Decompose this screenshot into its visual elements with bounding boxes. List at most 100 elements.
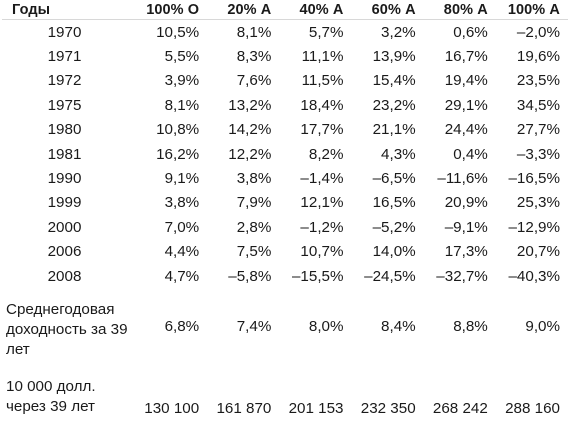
table-cell: 8,2% <box>308 145 344 163</box>
table-cell: 4,7% <box>164 267 200 285</box>
table-cell: 14,2% <box>228 121 272 139</box>
table-cell: 4,4% <box>164 243 200 261</box>
table-cell: 27,7% <box>516 121 560 139</box>
table-cell: 23,5% <box>516 72 560 90</box>
table-cell: 4,3% <box>381 145 416 163</box>
table-cell: 10,5% <box>156 23 200 41</box>
table-cell: 10,8% <box>156 121 200 139</box>
table-cell: –11,6% <box>437 170 488 188</box>
table-cell: 8,0% <box>308 318 344 336</box>
table-cell: 8,8% <box>453 318 488 336</box>
header-stocks-60: 60% А <box>351 0 424 20</box>
growth-row: 10 000 долл. через 39 лет 130 100 161 87… <box>2 365 568 423</box>
table-cell: 7,4% <box>236 318 272 336</box>
table-cell: 20,7% <box>516 243 560 261</box>
year-cell: 1972 <box>47 72 82 90</box>
header-years: Годы <box>2 0 136 20</box>
table-cell: –12,9% <box>508 218 560 236</box>
table-cell: 19,4% <box>444 72 488 90</box>
table-cell: 18,4% <box>300 96 344 114</box>
table-cell: 2,8% <box>236 218 272 236</box>
table-row: 1970 10,5% 8,1% 5,7% 3,2% 0,6% –2,0% <box>2 20 568 45</box>
table-row: 2006 4,4% 7,5% 10,7% 14,0% 17,3% 20,7% <box>2 240 568 264</box>
year-cell: 2006 <box>47 243 82 261</box>
table-cell: –15,5% <box>291 267 344 285</box>
table-row: 1980 10,8% 14,2% 17,7% 21,1% 24,4% 27,7% <box>2 118 568 142</box>
table-cell: 0,4% <box>453 145 488 163</box>
table-row: 1971 5,5% 8,3% 11,1% 13,9% 16,7% 19,6% <box>2 44 568 68</box>
table-row: 1972 3,9% 7,6% 11,5% 15,4% 19,4% 23,5% <box>2 69 568 93</box>
table-row: 1981 16,2% 12,2% 8,2% 4,3% 0,4% –3,3% <box>2 142 568 166</box>
table-cell: 11,5% <box>301 72 344 90</box>
summary-body: Среднегодовая доходность за 39 лет 6,8% … <box>2 288 568 423</box>
table-cell: –24,5% <box>364 267 416 285</box>
table-cell: 6,8% <box>164 318 200 336</box>
table-cell: 13,2% <box>228 96 272 114</box>
table-cell: 201 153 <box>288 400 344 418</box>
table-cell: 9,1% <box>164 170 200 188</box>
table-cell: 21,1% <box>372 121 416 139</box>
table-cell: –5,8% <box>228 267 272 285</box>
table-cell: –9,1% <box>444 218 488 236</box>
year-cell: 2008 <box>47 267 82 285</box>
table-cell: –16,5% <box>508 170 560 188</box>
average-return-row: Среднегодовая доходность за 39 лет 6,8% … <box>2 288 568 365</box>
table-cell: 12,2% <box>228 145 272 163</box>
table-cell: 8,3% <box>236 48 272 66</box>
table-cell: 7,5% <box>236 243 272 261</box>
table-cell: 5,7% <box>308 23 344 41</box>
table-cell: 7,6% <box>236 72 272 90</box>
header-bonds-100: 100% О <box>135 0 208 20</box>
table-cell: –32,7% <box>436 267 488 285</box>
table-cell: 17,7% <box>300 121 344 139</box>
table-cell: –1,2% <box>300 218 344 236</box>
header-stocks-100: 100% А <box>495 0 568 20</box>
table-cell: 13,9% <box>372 48 416 66</box>
table-cell: 16,5% <box>372 194 416 212</box>
table-cell: 17,3% <box>444 243 488 261</box>
table-cell: 3,8% <box>164 194 200 212</box>
table-cell: 19,6% <box>516 48 560 66</box>
table-cell: 288 160 <box>505 400 560 418</box>
year-cell: 1980 <box>47 121 82 139</box>
table-cell: 16,2% <box>156 145 200 163</box>
table-row: 1990 9,1% 3,8% –1,4% –6,5% –11,6% –16,5% <box>2 166 568 190</box>
table-row: 1999 3,8% 7,9% 12,1% 16,5% 20,9% 25,3% <box>2 191 568 215</box>
average-return-label: Среднегодовая доходность за 39 лет <box>6 300 128 358</box>
year-cell: 1971 <box>47 48 82 66</box>
table-cell: 34,5% <box>516 96 560 114</box>
table-cell: –40,3% <box>508 267 560 285</box>
year-cell: 1981 <box>47 145 82 163</box>
table-cell: 25,3% <box>516 194 560 212</box>
table-cell: 11,1% <box>301 48 344 66</box>
growth-label: 10 000 долл. через 39 лет <box>6 378 96 416</box>
table-cell: –6,5% <box>372 170 416 188</box>
table-cell: 29,1% <box>444 96 488 114</box>
table-cell: 24,4% <box>444 121 488 139</box>
table-cell: 130 100 <box>144 400 200 418</box>
table-cell: 16,7% <box>444 48 488 66</box>
table-cell: 5,5% <box>164 48 200 66</box>
header-stocks-40: 40% А <box>279 0 352 20</box>
table-cell: 3,9% <box>164 72 200 90</box>
year-cell: 1990 <box>47 170 82 188</box>
table-cell: –2,0% <box>516 23 560 41</box>
table-cell: 8,1% <box>236 23 272 41</box>
table-row: 2008 4,7% –5,8% –15,5% –24,5% –32,7% –40,3% <box>2 264 568 288</box>
table-cell: –1,4% <box>300 170 344 188</box>
table-cell: 9,0% <box>525 318 560 336</box>
table-body: 1970 10,5% 8,1% 5,7% 3,2% 0,6% –2,0% 1971 5,5% 8,… <box>2 20 568 289</box>
table-row: 2000 7,0% 2,8% –1,2% –5,2% –9,1% –12,9% <box>2 215 568 239</box>
table-cell: 8,1% <box>164 96 200 114</box>
table-cell: 20,9% <box>444 194 488 212</box>
table-cell: 3,8% <box>236 170 272 188</box>
header-stocks-20: 20% А <box>207 0 280 20</box>
table-cell: –5,2% <box>372 218 416 236</box>
table-cell: 232 350 <box>360 400 416 418</box>
table-cell: 161 870 <box>216 400 272 418</box>
year-cell: 1999 <box>47 194 82 212</box>
table-cell: 12,1% <box>300 194 344 212</box>
table-cell: 15,4% <box>372 72 416 90</box>
